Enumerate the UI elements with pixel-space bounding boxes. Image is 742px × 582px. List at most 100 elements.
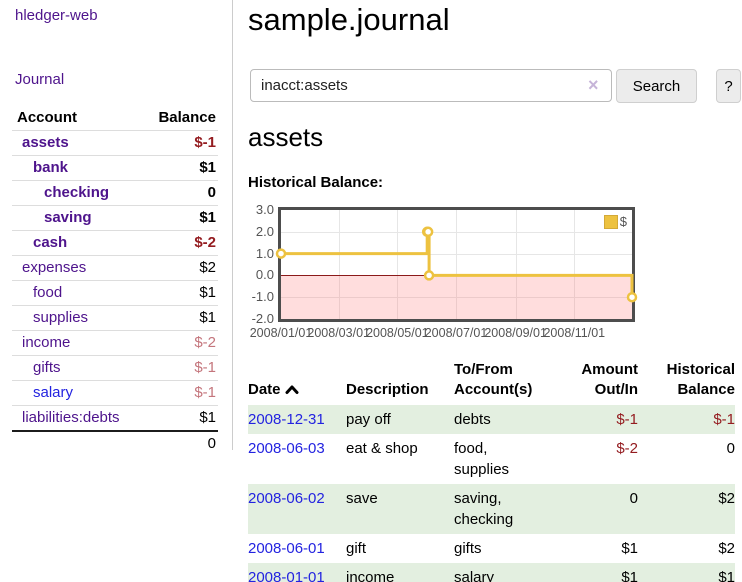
transaction-balance: $-1 xyxy=(638,405,735,434)
transaction-date-link[interactable]: 2008-12-31 xyxy=(248,411,325,428)
account-link[interactable]: saving xyxy=(44,209,92,226)
account-balance: $1 xyxy=(141,155,218,181)
transaction-date-link[interactable]: 2008-06-03 xyxy=(248,440,325,457)
data-point xyxy=(275,248,287,259)
legend-label: $ xyxy=(619,214,627,229)
transaction-description: pay off xyxy=(346,405,454,434)
account-balance: $-1 xyxy=(141,380,218,406)
transaction-accounts: gifts xyxy=(454,540,482,557)
register-header-accounts: To/From Account(s) xyxy=(454,361,533,398)
transaction-amount: $-2 xyxy=(616,440,638,457)
transaction-date-link[interactable]: 2008-01-01 xyxy=(248,569,325,582)
transaction-accounts: salary xyxy=(454,563,558,582)
y-axis-tick-label: 3.0 xyxy=(255,202,274,217)
x-axis-tick-label: 2008/03/01 xyxy=(307,326,370,340)
historical-balance-chart: $ 2008/01/01 2008/03/01 2008/05/01 2008/07/… xyxy=(245,202,705,350)
search-input[interactable] xyxy=(250,69,612,102)
account-link[interactable]: checking xyxy=(44,184,110,201)
account-link[interactable]: bank xyxy=(33,159,69,176)
sidebar-divider xyxy=(232,0,233,450)
y-axis-tick-label: 1.0 xyxy=(255,245,274,261)
x-axis-tick-label: 2008/11/01 xyxy=(543,326,606,340)
register-table-body: 2008-12-31 pay off debts $-1 $-1 2008-06-03 ea… xyxy=(248,405,735,582)
account-link[interactable]: food xyxy=(33,284,63,301)
x-axis-tick-label: 2008/05/01 xyxy=(366,326,429,340)
account-row: liabilities:debts $1 xyxy=(12,405,218,431)
chart-plot-area: $ xyxy=(275,207,638,322)
sort-ascending-icon xyxy=(285,385,299,394)
accounts-balance-table: Account Balance assets $-1 bank $1 checking 0… xyxy=(12,106,218,456)
account-heading: assets xyxy=(248,122,324,152)
data-point xyxy=(422,226,434,238)
transaction-description: save xyxy=(346,484,454,534)
account-row: checking 0 xyxy=(12,180,218,206)
register-table: Date Description To/From Account(s) Amou… xyxy=(248,360,735,582)
account-balance: $-2 xyxy=(141,230,218,256)
account-balance: $1 xyxy=(141,405,218,431)
gridline xyxy=(456,210,457,319)
chart-legend: $ xyxy=(603,214,627,229)
account-balance: $-1 xyxy=(141,355,218,381)
help-button[interactable]: ? xyxy=(716,69,741,103)
gridline xyxy=(397,210,398,319)
transaction-row: 2008-12-31 pay off debts $-1 $-1 xyxy=(248,405,735,434)
register-header-date: Date xyxy=(248,360,346,405)
transaction-amount: $1 xyxy=(621,540,638,557)
app-title-link[interactable]: hledger-web xyxy=(15,7,98,24)
data-point xyxy=(423,270,435,281)
account-link[interactable]: gifts xyxy=(33,359,61,376)
transaction-accounts: food, supplies xyxy=(454,440,510,478)
gridline xyxy=(339,210,340,319)
account-balance: $2 xyxy=(141,255,218,281)
transaction-balance: $2 xyxy=(718,540,735,557)
transaction-balance: $2 xyxy=(638,484,735,534)
account-balance: $1 xyxy=(141,280,218,306)
accounts-header: Account xyxy=(17,109,77,126)
account-row: expenses $2 xyxy=(12,255,218,281)
account-link[interactable]: income xyxy=(22,334,71,351)
transaction-row: 2008-06-02 save saving, checking 0 $2 xyxy=(248,484,735,534)
account-link[interactable]: cash xyxy=(33,234,68,251)
search-button[interactable]: Search xyxy=(616,69,697,103)
page-title: sample.journal xyxy=(248,2,450,37)
account-balance: $-1 xyxy=(141,130,218,156)
account-link[interactable]: salary xyxy=(33,384,74,401)
gridline xyxy=(574,210,575,319)
y-axis-tick-label: 2.0 xyxy=(255,223,274,239)
sidebar-item-journal[interactable]: Journal xyxy=(15,71,65,88)
account-link[interactable]: expenses xyxy=(22,259,87,276)
transaction-accounts: saving, checking xyxy=(454,484,558,534)
account-balance: $1 xyxy=(141,305,218,331)
transaction-description: gift xyxy=(346,540,367,557)
account-row: income $-2 xyxy=(12,330,218,356)
accounts-total-row: 0 xyxy=(12,430,218,456)
account-row: cash $-2 xyxy=(12,230,218,256)
account-row: assets $-1 xyxy=(12,130,218,156)
gridline xyxy=(281,254,632,255)
account-row: saving $1 xyxy=(12,205,218,231)
account-link[interactable]: supplies xyxy=(33,309,89,326)
account-balance: $-2 xyxy=(141,330,218,356)
account-balance: 0 xyxy=(141,180,218,206)
balance-step-line xyxy=(275,226,638,303)
transaction-accounts: debts xyxy=(454,405,558,434)
balance-header: Balance xyxy=(158,109,216,126)
transaction-date-link[interactable]: 2008-06-01 xyxy=(248,540,325,557)
clear-search-icon[interactable]: × xyxy=(588,75,599,95)
x-axis-tick-label: 2008/01/01 xyxy=(249,326,313,340)
data-point xyxy=(626,291,638,303)
account-row: supplies $1 xyxy=(12,305,218,331)
account-link[interactable]: liabilities:debts xyxy=(22,409,120,426)
account-row: food $1 xyxy=(12,280,218,306)
transaction-date-link[interactable]: 2008-06-02 xyxy=(248,490,325,507)
register-header-amount: Amount Out/In xyxy=(581,361,638,398)
transaction-amount: 0 xyxy=(558,484,638,534)
account-link[interactable]: assets xyxy=(22,134,69,151)
accounts-total-value: 0 xyxy=(141,430,218,456)
chart-title: Historical Balance: xyxy=(248,174,384,191)
gridline xyxy=(281,232,632,233)
negative-region xyxy=(281,275,632,319)
account-row: salary $-1 xyxy=(12,380,218,406)
transaction-amount: $-1 xyxy=(558,405,638,434)
